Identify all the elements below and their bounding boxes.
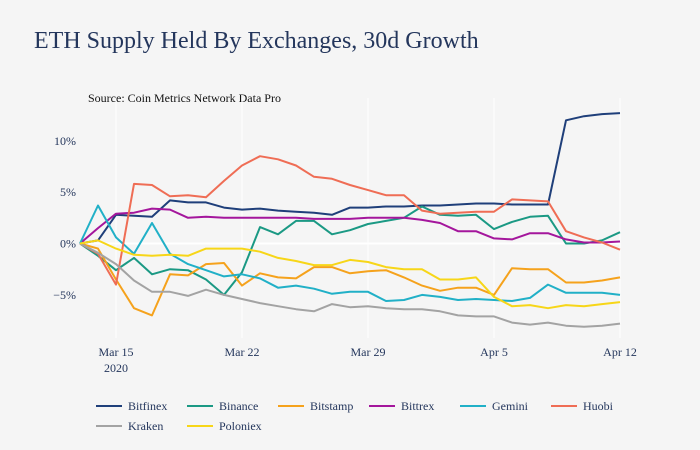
- y-tick-label: −5%: [53, 288, 76, 302]
- legend-label: Kraken: [128, 418, 164, 433]
- legend-item-kraken[interactable]: Kraken: [96, 418, 187, 434]
- series-line-huobi[interactable]: [79, 155, 621, 286]
- y-tick-label: 5%: [60, 185, 76, 199]
- legend-label: Bittrex: [401, 398, 435, 413]
- legend-item-bitstamp[interactable]: Bitstamp: [278, 398, 369, 414]
- series-line-bittrex[interactable]: [79, 207, 621, 245]
- legend-swatch: [187, 425, 213, 427]
- y-tick-label: 0%: [60, 237, 76, 251]
- x-tick-label: Mar 29: [351, 345, 386, 359]
- chart-subtitle: Source: Coin Metrics Network Data Pro: [88, 91, 281, 105]
- x-tick-year-label: 2020: [104, 361, 128, 375]
- x-tick-label: Mar 22: [225, 345, 260, 359]
- series-line-poloniex[interactable]: [79, 239, 621, 310]
- line-chart: −5% 0% 5% 10% Mar 15 2020 Mar 22 Mar 29 Apr 5 Ap…: [53, 112, 637, 375]
- legend-swatch: [460, 405, 486, 407]
- legend-swatch: [96, 425, 122, 427]
- legend-label: Poloniex: [219, 418, 262, 433]
- series-line-kraken[interactable]: [79, 242, 621, 328]
- chart-title: ETH Supply Held By Exchanges, 30d Growth: [34, 28, 479, 54]
- legend-swatch: [369, 405, 395, 407]
- series-line-bitfinex[interactable]: [79, 112, 621, 245]
- series-line-bitstamp[interactable]: [79, 242, 621, 317]
- x-axis: Mar 15 2020 Mar 22 Mar 29 Apr 5 Apr 12: [99, 345, 637, 375]
- x-tick-label: Apr 12: [603, 345, 637, 359]
- legend-label: Bitstamp: [310, 398, 354, 413]
- legend-item-bittrex[interactable]: Bittrex: [369, 398, 460, 414]
- y-axis: −5% 0% 5% 10%: [53, 134, 76, 302]
- legend-item-poloniex[interactable]: Poloniex: [187, 418, 278, 434]
- y-tick-label: 10%: [54, 134, 76, 148]
- legend-swatch: [187, 405, 213, 407]
- series-line-binance[interactable]: [79, 205, 621, 296]
- legend-swatch: [551, 405, 577, 407]
- legend-swatch: [278, 405, 304, 407]
- legend-label: Gemini: [492, 398, 528, 413]
- legend-swatch: [96, 405, 122, 407]
- x-tick-label: Apr 5: [480, 345, 508, 359]
- legend-item-gemini[interactable]: Gemini: [460, 398, 551, 414]
- legend-item-bitfinex[interactable]: Bitfinex: [96, 398, 187, 414]
- legend-item-huobi[interactable]: Huobi: [551, 398, 642, 414]
- legend-item-binance[interactable]: Binance: [187, 398, 278, 414]
- series-lines[interactable]: [79, 112, 621, 328]
- legend[interactable]: Bitfinex Binance Bitstamp Bittrex Gemini Huob…: [96, 398, 676, 434]
- x-tick-label: Mar 15: [99, 345, 134, 359]
- legend-label: Bitfinex: [128, 398, 168, 413]
- legend-label: Binance: [219, 398, 259, 413]
- legend-label: Huobi: [583, 398, 613, 413]
